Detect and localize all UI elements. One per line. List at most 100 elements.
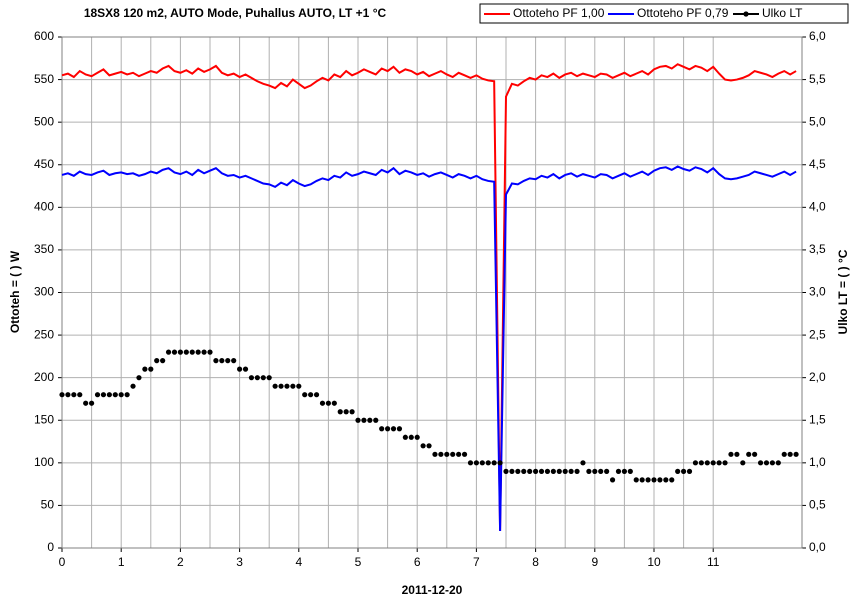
series-marker <box>219 358 225 364</box>
x-tick-label: 4 <box>295 555 302 569</box>
series-marker <box>538 468 545 474</box>
series-marker <box>148 366 154 372</box>
y-tick-label: 100 <box>34 455 54 469</box>
series-marker <box>491 460 497 466</box>
series-marker <box>515 468 521 474</box>
x-axis-label: 2011-12-20 <box>402 583 463 597</box>
x-tick-label: 8 <box>532 555 539 569</box>
series-line <box>61 165 797 531</box>
series-marker <box>130 383 136 389</box>
y-tick-label: 200 <box>34 370 54 384</box>
series-marker <box>609 477 616 483</box>
series-marker <box>385 426 391 432</box>
series-marker <box>160 358 166 364</box>
series-marker <box>266 375 272 381</box>
legend-label: Ottoteho PF 0,79 <box>637 6 729 20</box>
series-marker <box>177 349 183 355</box>
series-marker <box>627 468 633 474</box>
y2-tick-label: 1,5 <box>809 412 826 426</box>
series-marker <box>698 460 704 466</box>
y-tick-label: 500 <box>34 114 54 128</box>
series-marker <box>533 468 539 474</box>
y-tick-label: 550 <box>34 72 54 86</box>
series-marker <box>284 383 290 389</box>
series-marker <box>100 392 107 398</box>
series-marker <box>692 460 699 466</box>
series-marker <box>781 451 787 457</box>
y-tick-label: 250 <box>34 327 54 341</box>
series-marker <box>503 468 509 474</box>
x-tick-label: 1 <box>118 555 125 569</box>
series-marker <box>373 417 379 423</box>
y2-tick-label: 4,5 <box>809 157 826 171</box>
series-marker <box>657 477 663 483</box>
series-marker <box>432 451 438 457</box>
series-marker <box>343 409 349 415</box>
series-marker <box>165 349 172 355</box>
series-marker <box>775 460 781 466</box>
series-marker <box>615 468 622 474</box>
series-marker <box>580 460 586 466</box>
x-tick-label: 6 <box>414 555 421 569</box>
series-marker <box>444 451 450 457</box>
series-marker <box>71 392 77 398</box>
series-marker <box>112 392 118 398</box>
series-marker <box>231 358 237 364</box>
series-marker <box>361 417 367 423</box>
series-marker <box>313 392 320 398</box>
y-tick-label: 600 <box>34 29 54 43</box>
series-marker <box>686 468 693 474</box>
y-tick-label: 450 <box>34 157 54 171</box>
series-marker <box>456 451 462 457</box>
series-marker <box>604 468 610 474</box>
series-marker <box>154 358 160 364</box>
x-tick-label: 11 <box>707 555 720 569</box>
series-marker <box>728 451 734 457</box>
series-marker <box>396 426 403 432</box>
x-tick-label: 0 <box>59 555 66 569</box>
y-tick-label: 0 <box>47 540 54 554</box>
series-marker <box>237 366 243 372</box>
y2-tick-label: 1,0 <box>809 455 826 469</box>
series-marker <box>272 383 278 389</box>
series-marker <box>183 349 189 355</box>
series-marker <box>592 468 598 474</box>
x-tick-label: 2 <box>177 555 184 569</box>
series-marker <box>426 443 432 449</box>
series-marker <box>402 434 408 440</box>
series-marker <box>106 392 112 398</box>
series-marker <box>94 392 101 398</box>
series-marker <box>793 451 799 457</box>
x-tick-label: 9 <box>591 555 598 569</box>
y-axis-label: Ottoteh = ( ) W <box>8 250 22 333</box>
series-marker <box>722 460 728 466</box>
series-marker <box>195 349 201 355</box>
series-marker <box>521 468 527 474</box>
y2-axis-label: Ulko LT = ( ) °C <box>836 249 850 334</box>
series-marker <box>189 349 195 355</box>
y-tick-label: 50 <box>41 498 55 512</box>
plot-frame <box>61 36 803 549</box>
series-marker <box>550 468 556 474</box>
series-marker <box>207 349 213 355</box>
series-marker <box>479 460 485 466</box>
x-tick-label: 5 <box>355 555 362 569</box>
y2-tick-label: 4,0 <box>809 200 826 214</box>
y-tick-label: 150 <box>34 412 54 426</box>
series-marker <box>349 409 355 415</box>
series-marker <box>639 477 645 483</box>
series-marker <box>118 392 124 398</box>
series-marker <box>710 460 716 466</box>
y2-tick-label: 6,0 <box>809 29 826 43</box>
series-marker <box>248 375 255 381</box>
series-marker <box>450 451 456 457</box>
series-marker <box>497 460 503 466</box>
series-marker <box>763 460 770 466</box>
series-marker <box>663 477 669 483</box>
series-marker <box>290 383 296 389</box>
series-marker <box>337 409 343 415</box>
series-marker <box>562 468 568 474</box>
series-marker <box>390 426 397 432</box>
